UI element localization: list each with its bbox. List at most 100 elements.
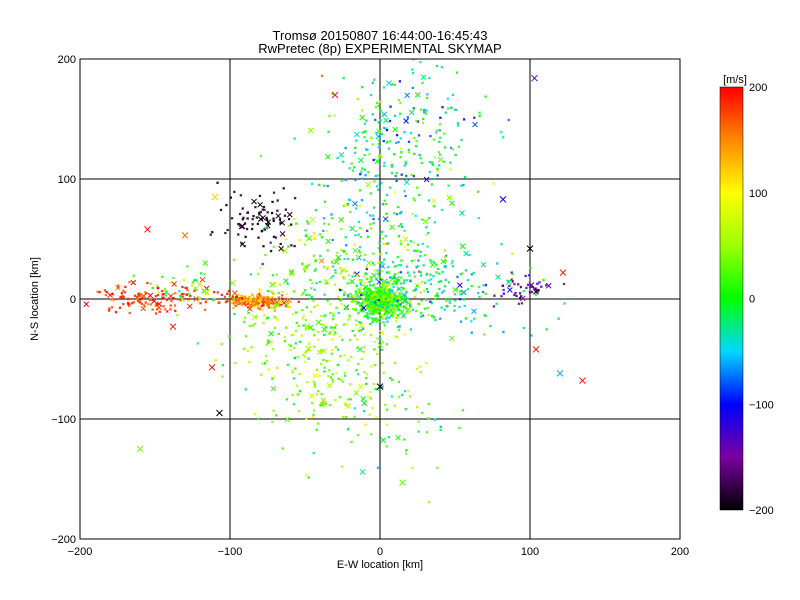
- data-point: [353, 334, 357, 337]
- data-point: [384, 202, 388, 206]
- data-point: [562, 282, 566, 286]
- data-point: [358, 301, 361, 305]
- data-point: [412, 271, 416, 274]
- data-point: [454, 153, 458, 157]
- data-point: [432, 204, 436, 208]
- data-point: [268, 299, 274, 306]
- data-point: [408, 304, 412, 308]
- data-point: [120, 291, 124, 295]
- data-point: [378, 337, 381, 341]
- data-point: [390, 298, 394, 302]
- data-point: [387, 147, 391, 150]
- data-point: [316, 349, 323, 356]
- data-point: [186, 299, 190, 303]
- data-point: [285, 292, 288, 296]
- data-point: [385, 242, 389, 246]
- data-point: [353, 406, 357, 410]
- data-point: [384, 307, 387, 310]
- data-point: [513, 293, 516, 297]
- data-point: [407, 140, 411, 144]
- data-point: [244, 388, 248, 391]
- data-point: [435, 292, 439, 295]
- data-point: [247, 311, 250, 315]
- data-point: [344, 243, 348, 247]
- data-point: [190, 284, 194, 287]
- data-point: [349, 278, 355, 285]
- data-point: [269, 296, 272, 299]
- data-point: [295, 542, 297, 544]
- data-point: [385, 212, 388, 216]
- y-tick-label: 200: [58, 54, 76, 66]
- data-point: [329, 376, 333, 379]
- data-point: [471, 308, 477, 315]
- data-point: [177, 297, 180, 301]
- data-point: [302, 264, 308, 270]
- data-point: [258, 297, 262, 300]
- data-point: [372, 252, 375, 255]
- data-point: [187, 292, 191, 296]
- data-point: [279, 231, 286, 237]
- data-point: [443, 249, 447, 252]
- data-point: [258, 194, 262, 198]
- data-point: [443, 308, 447, 312]
- data-point: [382, 321, 386, 324]
- data-point: [312, 451, 316, 455]
- data-point: [395, 279, 398, 282]
- data-point: [291, 370, 294, 374]
- data-point: [318, 258, 325, 264]
- data-point: [192, 279, 196, 282]
- data-point: [304, 318, 308, 322]
- data-point: [410, 173, 414, 177]
- data-point: [398, 112, 402, 116]
- data-point: [232, 306, 235, 310]
- data-point: [412, 241, 415, 244]
- data-point: [348, 295, 351, 298]
- data-point: [402, 281, 406, 285]
- data-point: [314, 259, 317, 263]
- data-point: [449, 161, 452, 164]
- data-point: [385, 316, 389, 319]
- data-point: [416, 186, 419, 189]
- data-point: [419, 250, 423, 254]
- data-point: [271, 420, 274, 424]
- data-point: [389, 224, 395, 231]
- data-point: [380, 294, 384, 298]
- data-point: [303, 288, 307, 292]
- data-point: [374, 415, 378, 419]
- data-point: [393, 190, 397, 194]
- data-point: [437, 287, 441, 291]
- data-point: [401, 286, 405, 290]
- data-point: [285, 303, 289, 307]
- data-point: [321, 326, 328, 333]
- data-point: [444, 278, 448, 282]
- data-point-cross: [144, 226, 151, 233]
- data-point: [344, 269, 348, 273]
- data-point: [140, 302, 144, 306]
- data-point-cross: [526, 245, 534, 252]
- data-point: [149, 303, 153, 306]
- data-point: [417, 420, 420, 424]
- data-point: [319, 401, 323, 405]
- data-point: [362, 309, 365, 313]
- data-point: [271, 273, 275, 277]
- data-point: [495, 274, 501, 280]
- data-point: [156, 293, 160, 297]
- data-point: [199, 272, 203, 275]
- data-point: [464, 317, 468, 320]
- data-point: [304, 473, 308, 477]
- data-point: [323, 366, 326, 370]
- data-point: [387, 316, 391, 320]
- data-point: [362, 258, 366, 262]
- data-point: [309, 310, 313, 314]
- y-tick-label: 100: [58, 174, 76, 186]
- data-point: [381, 237, 385, 240]
- data-point: [354, 292, 358, 296]
- data-point: [221, 363, 225, 367]
- data-point: [518, 296, 522, 300]
- data-point: [406, 271, 410, 274]
- data-point: [353, 131, 360, 138]
- data-point: [413, 198, 417, 202]
- data-point: [330, 261, 334, 264]
- data-point: [347, 198, 351, 202]
- data-point: [360, 170, 363, 174]
